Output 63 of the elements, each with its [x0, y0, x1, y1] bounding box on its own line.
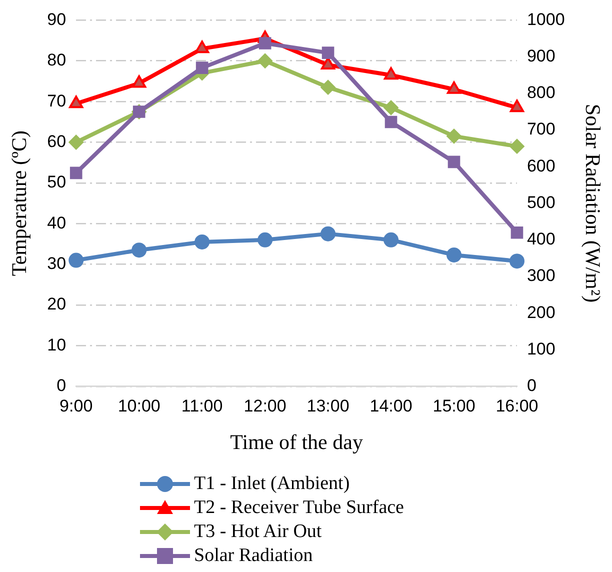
y2-tick-label: 400 — [526, 230, 556, 249]
legend-label: Solar Radiation — [194, 544, 313, 568]
y-tick-label: 0 — [56, 376, 66, 396]
point — [384, 116, 398, 128]
point — [132, 242, 147, 258]
y2-tick-label: 900 — [526, 46, 556, 66]
point — [446, 247, 462, 262]
legend-label: T2 - Receiver Tube Surface — [194, 496, 404, 520]
point — [258, 53, 273, 68]
y2-tick-label: 100 — [526, 339, 556, 358]
point — [195, 40, 210, 54]
point — [509, 254, 524, 269]
y2-tick-label: 300 — [526, 266, 556, 286]
y2-tick-label: 1000 — [526, 10, 565, 29]
point — [446, 128, 462, 144]
y-axis-title: Temperature (ºC) — [7, 130, 32, 276]
point — [384, 67, 398, 80]
x-tick-label: 14:00 — [370, 396, 412, 416]
y-tick-label: 40 — [47, 213, 66, 232]
x-tick-label: 10:00 — [118, 396, 160, 416]
point — [258, 37, 272, 50]
point — [320, 80, 336, 95]
y2-tick-label: 600 — [526, 156, 556, 176]
point — [384, 100, 399, 116]
point — [448, 156, 460, 168]
x-tick-label: 13:00 — [306, 396, 350, 416]
y-tick-label: 60 — [47, 132, 66, 151]
y-tick-label: 30 — [47, 254, 66, 274]
y-tick-label: 20 — [47, 294, 66, 314]
y2-tick-label: 0 — [526, 376, 536, 396]
y2-tick-label: 700 — [526, 120, 556, 139]
point — [194, 234, 210, 250]
y-tick-label: 80 — [47, 50, 66, 70]
point — [68, 134, 84, 150]
x-tick-label: 15:00 — [432, 396, 476, 416]
point — [510, 226, 524, 239]
x-tick-label: 16:00 — [496, 396, 538, 416]
x-tick-label: 12:00 — [244, 396, 286, 416]
point — [510, 100, 524, 112]
point — [70, 166, 82, 180]
x-tick-label: 11:00 — [181, 396, 223, 416]
point — [196, 62, 208, 74]
x-axis-title: Time of the day — [230, 430, 364, 454]
point — [446, 81, 462, 94]
point — [69, 96, 84, 108]
legend-label: T3 - Hot Air Out — [194, 520, 322, 544]
y-tick-label: 70 — [47, 91, 66, 110]
x-tick-label: 9:00 — [60, 396, 93, 416]
point — [320, 226, 336, 242]
y-tick-label: 10 — [47, 335, 66, 354]
y2-axis-title: Solar Radiation (W/m²) — [580, 104, 605, 303]
point — [258, 232, 273, 248]
y2-tick-label: 500 — [526, 192, 556, 212]
point — [132, 75, 146, 88]
y-tick-label: 90 — [47, 10, 66, 29]
y2-tick-label: 200 — [526, 302, 556, 322]
y2-tick-label: 800 — [526, 83, 556, 102]
point — [322, 46, 334, 59]
legend-label: T1 - Inlet (Ambient) — [194, 472, 350, 496]
y-tick-label: 50 — [47, 172, 66, 192]
point — [384, 232, 399, 248]
point — [68, 252, 84, 268]
point — [509, 138, 524, 154]
